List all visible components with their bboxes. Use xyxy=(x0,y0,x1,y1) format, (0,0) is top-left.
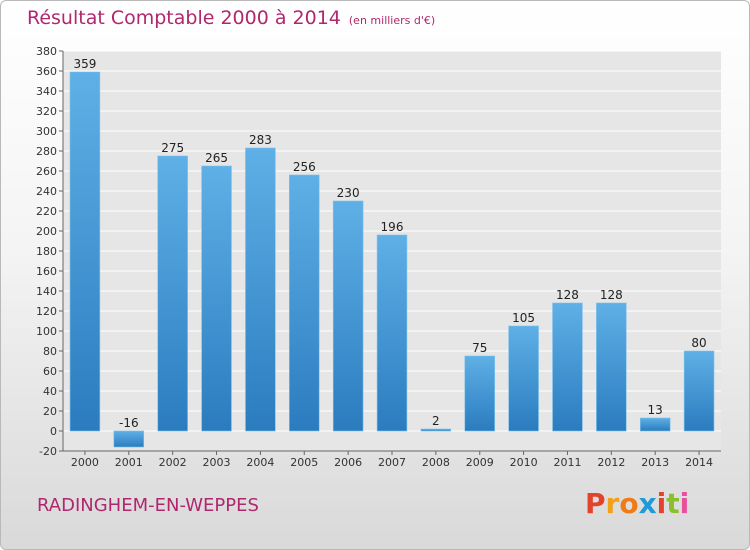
bar-value-label: 359 xyxy=(73,57,96,71)
y-tick-label: 240 xyxy=(36,185,57,198)
y-tick-label: 140 xyxy=(36,285,57,298)
bar-value-label: 2 xyxy=(432,414,440,428)
bar xyxy=(552,302,583,432)
commune-name: RADINGHEM-EN-WEPPES xyxy=(37,495,259,516)
x-tick-label: 2005 xyxy=(290,456,318,469)
x-tick-label: 2002 xyxy=(159,456,187,469)
y-tick-label: 200 xyxy=(36,225,57,238)
y-tick-label: 280 xyxy=(36,145,57,158)
bar xyxy=(639,417,671,432)
y-tick-label: 320 xyxy=(36,105,57,118)
x-tick-label: 2000 xyxy=(71,456,99,469)
bar-chart: -20 0 20 40 60 80 100 120 140 160 180 200 220 240 260 2… xyxy=(36,45,721,469)
bar-value-label: 105 xyxy=(512,311,535,325)
x-tick-label: 2007 xyxy=(378,456,406,469)
bar xyxy=(245,147,276,432)
x-tick-label: 2006 xyxy=(334,456,362,469)
y-tick-label: 0 xyxy=(50,425,57,438)
logo-letter: i xyxy=(679,487,690,520)
bar-value-label: 128 xyxy=(600,288,623,302)
bar-value-label: 80 xyxy=(691,336,706,350)
x-tick-label: 2011 xyxy=(553,456,581,469)
bar xyxy=(69,71,101,432)
y-tick-label: 360 xyxy=(36,65,57,78)
logo-letter: x xyxy=(638,487,657,520)
bar-value-label: 256 xyxy=(293,160,316,174)
x-tick-label: 2013 xyxy=(641,456,669,469)
bar-value-label: 283 xyxy=(249,133,272,147)
bar xyxy=(289,174,320,432)
bar-value-label: -16 xyxy=(119,416,139,430)
bar xyxy=(376,234,408,432)
bar-value-label: 275 xyxy=(161,141,184,155)
bar-value-label: 13 xyxy=(648,403,663,417)
x-tick-label: 2001 xyxy=(115,456,143,469)
logo-letter: P xyxy=(585,487,606,520)
bar xyxy=(683,350,715,432)
y-tick-label: 260 xyxy=(36,165,57,178)
y-tick-label: 220 xyxy=(36,205,57,218)
y-tick-label: 340 xyxy=(36,85,57,98)
bar xyxy=(113,430,145,448)
bar xyxy=(157,155,188,432)
x-tick-label: 2003 xyxy=(203,456,231,469)
y-tick-label: 380 xyxy=(36,45,57,58)
bar xyxy=(420,428,452,432)
y-tick-label: 100 xyxy=(36,325,57,338)
chart-title: Résultat Comptable 2000 à 2014 (en millie… xyxy=(27,7,435,29)
y-tick-label: 120 xyxy=(36,305,57,318)
bar-value-label: 230 xyxy=(337,186,360,200)
logo-letter: i xyxy=(656,487,667,520)
y-tick-label: 60 xyxy=(43,365,57,378)
bar-value-label: 196 xyxy=(381,220,404,234)
bar xyxy=(464,355,495,432)
unit-text: (en milliers d'€) xyxy=(348,14,436,27)
y-tick-label: 300 xyxy=(36,125,57,138)
x-tick-label: 2009 xyxy=(466,456,494,469)
bar-value-label: 75 xyxy=(472,341,487,355)
bar-value-label: 128 xyxy=(556,288,579,302)
y-tick-label: 160 xyxy=(36,265,57,278)
bar xyxy=(596,302,627,432)
x-tick-label: 2010 xyxy=(510,456,538,469)
y-tick-label: 20 xyxy=(43,405,57,418)
title-text: Résultat Comptable 2000 à 2014 xyxy=(27,7,341,29)
logo-letter: t xyxy=(666,487,680,520)
x-tick-label: 2014 xyxy=(685,456,713,469)
logo-letter: o xyxy=(619,487,639,520)
y-tick-label: 80 xyxy=(43,345,57,358)
x-tick-label: 2012 xyxy=(597,456,625,469)
bar xyxy=(508,325,539,432)
bar xyxy=(332,200,364,432)
logo-letter: r xyxy=(605,487,620,520)
y-tick-label: -20 xyxy=(39,445,57,458)
x-tick-label: 2004 xyxy=(246,456,274,469)
y-tick-label: 180 xyxy=(36,245,57,258)
x-tick-label: 2008 xyxy=(422,456,450,469)
bar-value-label: 265 xyxy=(205,151,228,165)
proxiti-logo: Proxiti xyxy=(585,487,689,520)
bar xyxy=(201,165,232,432)
y-tick-label: 40 xyxy=(43,385,57,398)
